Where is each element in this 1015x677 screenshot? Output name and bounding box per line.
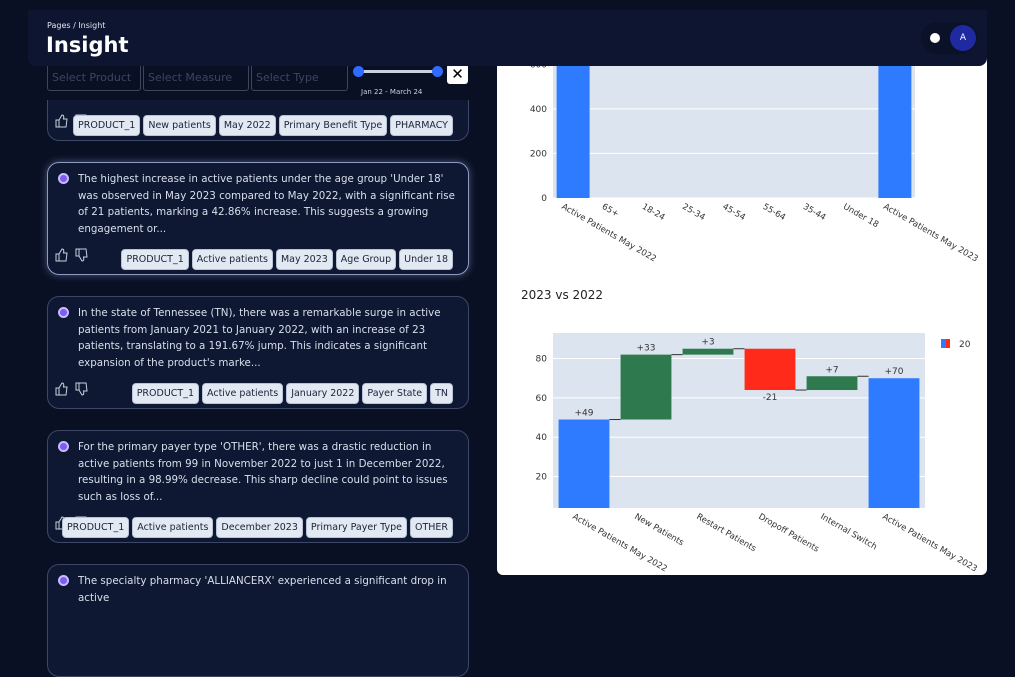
thumb-icons[interactable] [54,247,90,263]
breadcrumb: Pages / Insight [47,21,105,30]
slider-handle[interactable] [432,66,443,77]
tag[interactable]: January 2022 [286,383,359,404]
tag[interactable]: Under 18 [399,249,453,270]
insight-text: The highest increase in active patients … [78,171,456,237]
tag[interactable]: PRODUCT_1 [62,517,129,538]
insight-card: The highest increase in active patients … [47,162,469,275]
date-range: Jan 22 - March 24 [361,88,422,96]
tag[interactable]: Active patients [192,249,273,270]
insight-text: The specialty pharmacy 'ALLIANCERX' expe… [78,573,456,606]
tag[interactable]: Primary Benefit Type [279,115,388,136]
y-tick-label: 0 [541,194,547,204]
legend-label: 20 [959,340,971,350]
tag[interactable]: PRODUCT_1 [121,249,188,270]
bar [745,349,796,390]
bar [869,378,920,508]
tag[interactable]: PHARMACY [390,115,453,136]
tag[interactable]: New patients [143,115,216,136]
range-slider[interactable] [359,70,441,73]
legend-swatch [941,339,946,348]
value-label: +7 [825,365,838,375]
y-tick-label: 20 [536,473,548,483]
tag[interactable]: TN [430,383,453,404]
tag[interactable]: May 2022 [219,115,276,136]
legend-swatch [946,339,950,348]
tag[interactable]: Age Group [336,249,396,270]
bar [807,376,858,390]
bar [878,45,911,198]
close-button[interactable]: ✕ [447,64,468,84]
user-controls: A [921,22,977,54]
tag[interactable]: OTHER [410,517,453,538]
bar [621,355,672,420]
tag[interactable]: Payer State [362,383,427,404]
avatar[interactable]: A [950,25,976,51]
insight-icon [58,441,69,452]
insight-card: For the primary payer type 'OTHER', ther… [47,430,469,543]
product-select[interactable]: Select Product [47,63,141,91]
bar [559,420,610,508]
insight-icon [58,575,69,586]
page: { "header": {"breadcrumb": "Pages / Insi… [0,0,1015,587]
y-tick-label: 200 [530,149,547,159]
insight-card: The specialty pharmacy 'ALLIANCERX' expe… [47,564,469,677]
tag[interactable]: Primary Payer Type [306,517,407,538]
value-label: +33 [637,344,656,354]
header: Pages / Insight Insight A [28,10,987,66]
type-select[interactable]: Select Type [251,63,348,91]
insight-text: For the primary payer type 'OTHER', ther… [78,439,456,505]
page-title: Insight [46,33,128,57]
value-label: +3 [701,338,714,348]
tag[interactable]: Active patients [132,517,213,538]
insight-icon [58,307,69,318]
value-label: -21 [763,393,778,403]
insight-card: In the state of Tennessee (TN), there wa… [47,296,469,409]
tag[interactable]: PRODUCT_1 [132,383,199,404]
feedback [54,247,90,267]
bar [557,51,590,198]
chart-title: 2023 vs 2022 [521,288,603,302]
tag[interactable]: December 2023 [216,517,302,538]
tag[interactable]: May 2023 [276,249,333,270]
insight-icon [58,173,69,184]
tag[interactable]: Active patients [202,383,283,404]
y-tick-label: 60 [536,394,548,404]
tag[interactable]: PRODUCT_1 [73,115,140,136]
chart-panel: 0200400600Active Patients May 202265+18-… [497,40,987,575]
slider-handle[interactable] [353,66,364,77]
bar [683,349,734,355]
value-label: +49 [575,409,594,419]
feedback [54,381,90,401]
palette-icon[interactable] [930,33,940,43]
y-tick-label: 400 [530,105,547,115]
value-label: +70 [885,367,904,377]
measure-select[interactable]: Select Measure [143,63,249,91]
y-tick-label: 40 [536,433,548,443]
insight-text: In the state of Tennessee (TN), there wa… [78,305,456,371]
thumb-icons[interactable] [54,381,90,397]
y-tick-label: 80 [536,355,548,365]
